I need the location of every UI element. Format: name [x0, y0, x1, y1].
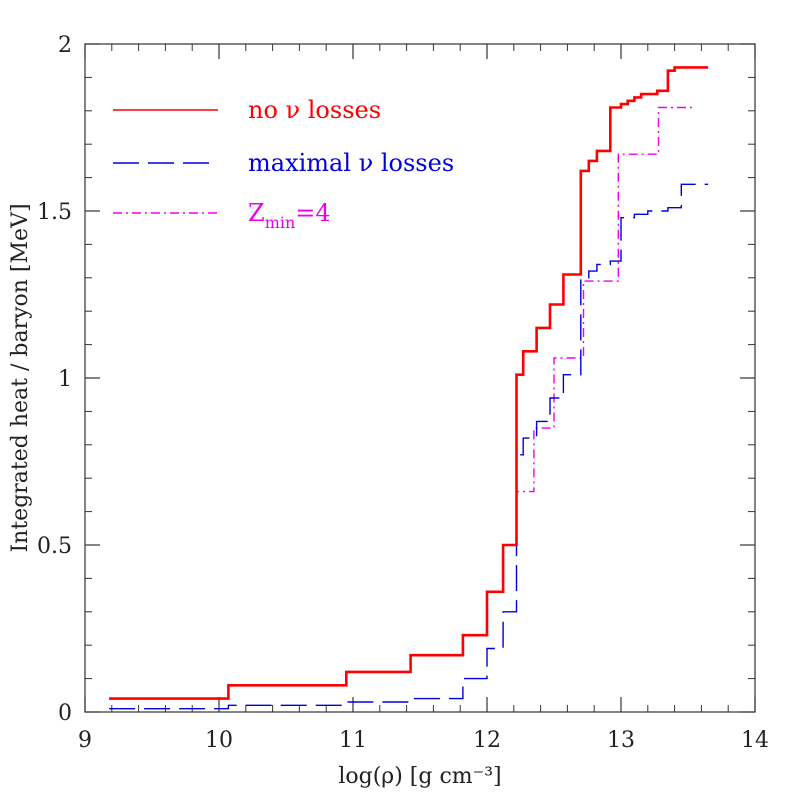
y-tick-label: 0: [58, 701, 72, 726]
x-tick-label: 9: [78, 728, 92, 753]
series-line-solid: [109, 66, 709, 700]
x-tick-label: 13: [607, 728, 635, 753]
minor-ticks: [84, 43, 756, 713]
legend-subscript: min: [265, 213, 296, 232]
legend: no ν losses maximal ν losses Zmin=4: [113, 96, 454, 232]
x-tick-labels: 9 10 11 12 13 14: [78, 728, 769, 753]
plot-frame: [84, 43, 756, 713]
legend-suffix: =4: [295, 199, 330, 227]
y-tick-label: 1.5: [37, 200, 72, 225]
y-axis-label: Integrated heat / baryon [MeV]: [8, 203, 33, 552]
x-tick-label: 10: [205, 728, 233, 753]
y-tick-label: 1: [58, 367, 72, 392]
x-tick-label: 12: [473, 728, 501, 753]
major-ticks: [84, 43, 756, 713]
legend-label: maximal ν losses: [248, 149, 454, 177]
legend-label: Zmin=4: [248, 199, 331, 232]
series-line-long-dash: [109, 183, 709, 710]
y-tick-label: 2: [58, 33, 72, 58]
series-lines: [109, 66, 709, 710]
legend-label: no ν losses: [248, 96, 381, 124]
y-tick-label: 0.5: [37, 534, 72, 559]
y-tick-labels: 0 0.5 1 1.5 2: [37, 33, 72, 726]
x-tick-label: 11: [339, 728, 367, 753]
series-line-dash-dot: [109, 106, 695, 700]
x-axis-label: log(ρ) [g cm⁻³]: [338, 764, 501, 789]
x-tick-label: 14: [741, 728, 769, 753]
